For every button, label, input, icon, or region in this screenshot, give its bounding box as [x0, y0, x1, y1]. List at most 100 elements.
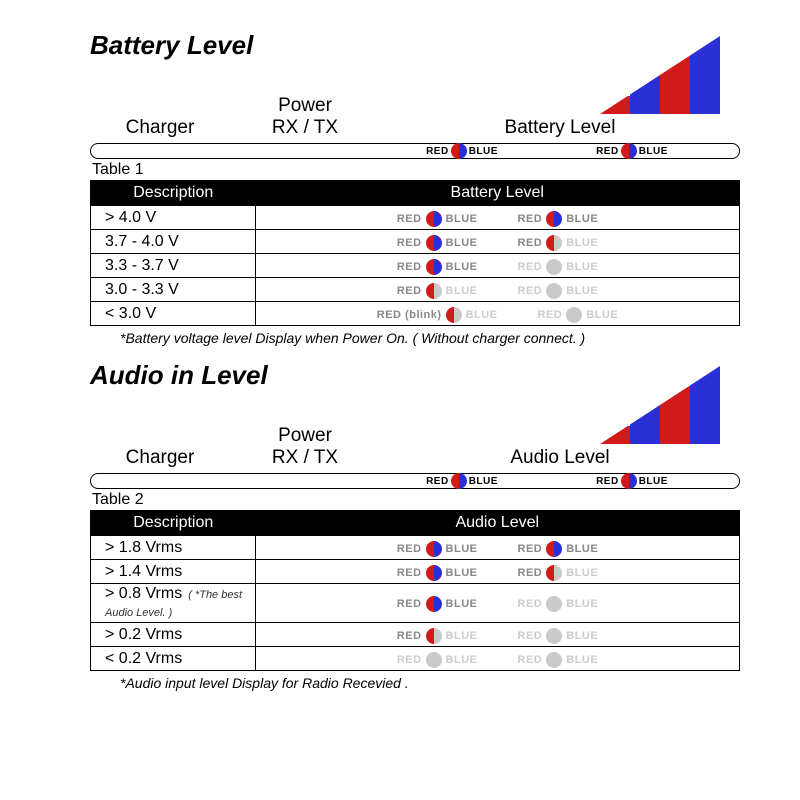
indicator-pill: RED BLUE RED BLUE	[90, 473, 740, 489]
table-row: 3.0 - 3.3 V RED BLUE RED BLUE	[91, 278, 740, 302]
led-label-blue: BLUE	[466, 309, 498, 321]
table-row: > 0.2 Vrms RED BLUE RED BLUE	[91, 623, 740, 647]
led-group: RED BLUE	[518, 259, 599, 275]
led-orb	[546, 565, 562, 581]
led-label-blue: BLUE	[586, 309, 618, 321]
led-label-blue: BLUE	[446, 598, 478, 610]
led-group: RED BLUE	[518, 235, 599, 251]
led-orb	[426, 596, 442, 612]
level-cell: RED BLUE RED BLUE	[256, 623, 740, 647]
pill-label-blue: BLUE	[639, 476, 668, 487]
led-orb	[446, 307, 462, 323]
led-orb	[426, 259, 442, 275]
level-cell: RED BLUE RED BLUE	[256, 230, 740, 254]
level-cell: RED BLUE RED BLUE	[256, 254, 740, 278]
desc-cell: > 1.4 Vrms	[91, 560, 256, 584]
pill-label-blue: BLUE	[469, 476, 498, 487]
led-label-blue: BLUE	[446, 261, 478, 273]
battery-table: Description Battery Level > 4.0 V RED BL…	[90, 180, 740, 326]
led-orb	[426, 211, 442, 227]
desc-cell: 3.7 - 4.0 V	[91, 230, 256, 254]
level-triangle-icon	[600, 366, 720, 449]
level-cell: RED BLUE RED BLUE	[256, 278, 740, 302]
led-group: RED BLUE	[397, 259, 478, 275]
led-group: RED BLUE	[397, 596, 478, 612]
desc-cell: > 0.8 Vrms( *The best Audio Level. )	[91, 584, 256, 623]
audio-header-row: Charger PowerRX / TX Audio Level	[90, 395, 740, 473]
led-group: RED BLUE	[518, 628, 599, 644]
hdr-power: PowerRX / TX	[230, 425, 380, 473]
table-row: < 0.2 Vrms RED BLUE RED BLUE	[91, 647, 740, 671]
led-orb	[451, 143, 467, 159]
led-label-red: RED	[518, 630, 543, 642]
led-orb	[426, 541, 442, 557]
led-label-blue: BLUE	[446, 213, 478, 225]
level-cell: RED BLUE RED BLUE	[256, 536, 740, 560]
led-orb	[546, 259, 562, 275]
led-group: RED BLUE	[538, 307, 619, 323]
led-orb	[546, 283, 562, 299]
pill-led-group: RED BLUE	[377, 143, 547, 159]
led-label-red: RED	[518, 237, 543, 249]
table-row: < 3.0 V RED (blink) BLUE RED BLUE	[91, 302, 740, 326]
audio-footnote: *Audio input level Display for Radio Rec…	[120, 675, 740, 691]
led-label-red: RED	[518, 261, 543, 273]
led-group: RED BLUE	[518, 211, 599, 227]
battery-header-row: Charger PowerRX / TX Battery Level	[90, 65, 740, 143]
led-group: RED BLUE	[518, 652, 599, 668]
led-orb	[621, 143, 637, 159]
indicator-pill: RED BLUE RED BLUE	[90, 143, 740, 159]
pill-label-red: RED	[426, 476, 449, 487]
led-label-red: RED	[518, 654, 543, 666]
led-label-blue: BLUE	[566, 213, 598, 225]
led-label-blue: BLUE	[446, 543, 478, 555]
led-group: RED BLUE	[397, 235, 478, 251]
desc-cell: > 4.0 V	[91, 206, 256, 230]
led-group: RED BLUE	[397, 211, 478, 227]
level-triangle-icon	[600, 36, 720, 119]
led-label-red: RED	[518, 285, 543, 297]
led-label-red: RED	[397, 567, 422, 579]
desc-cell: > 0.2 Vrms	[91, 623, 256, 647]
led-group: RED BLUE	[518, 565, 599, 581]
table-row: > 0.8 Vrms( *The best Audio Level. ) RED…	[91, 584, 740, 623]
led-label-blue: BLUE	[446, 630, 478, 642]
led-label-red: RED	[397, 213, 422, 225]
level-cell: RED BLUE RED BLUE	[256, 560, 740, 584]
desc-cell: < 0.2 Vrms	[91, 647, 256, 671]
pill-led-group: RED BLUE	[377, 473, 547, 489]
led-label-red: RED (blink)	[377, 309, 442, 321]
led-group: RED BLUE	[397, 628, 478, 644]
led-label-red: RED	[518, 213, 543, 225]
led-label-red: RED	[397, 261, 422, 273]
led-label-blue: BLUE	[446, 654, 478, 666]
hdr-level: Audio Level	[380, 447, 740, 473]
led-group: RED BLUE	[397, 565, 478, 581]
level-cell: RED BLUE RED BLUE	[256, 647, 740, 671]
led-group: RED BLUE	[518, 283, 599, 299]
row-note: ( *The best Audio Level. )	[105, 589, 242, 619]
pill-label-blue: BLUE	[469, 146, 498, 157]
led-group: RED BLUE	[397, 283, 478, 299]
table-row: > 1.4 Vrms RED BLUE RED BLUE	[91, 560, 740, 584]
led-orb	[426, 628, 442, 644]
led-orb	[426, 235, 442, 251]
col-description: Description	[91, 511, 256, 536]
level-cell: RED BLUE RED BLUE	[256, 206, 740, 230]
desc-cell: 3.3 - 3.7 V	[91, 254, 256, 278]
led-group: RED BLUE	[518, 541, 599, 557]
led-label-blue: BLUE	[446, 237, 478, 249]
table-row: > 4.0 V RED BLUE RED BLUE	[91, 206, 740, 230]
led-label-blue: BLUE	[566, 543, 598, 555]
hdr-charger: Charger	[90, 447, 230, 473]
col-level: Audio Level	[256, 511, 740, 536]
led-group: RED BLUE	[397, 652, 478, 668]
level-cell: RED BLUE RED BLUE	[256, 584, 740, 623]
led-orb	[546, 211, 562, 227]
led-label-blue: BLUE	[566, 630, 598, 642]
table-row: 3.3 - 3.7 V RED BLUE RED BLUE	[91, 254, 740, 278]
level-cell: RED (blink) BLUE RED BLUE	[256, 302, 740, 326]
pill-label-blue: BLUE	[639, 146, 668, 157]
battery-footnote: *Battery voltage level Display when Powe…	[120, 330, 740, 346]
led-orb	[566, 307, 582, 323]
